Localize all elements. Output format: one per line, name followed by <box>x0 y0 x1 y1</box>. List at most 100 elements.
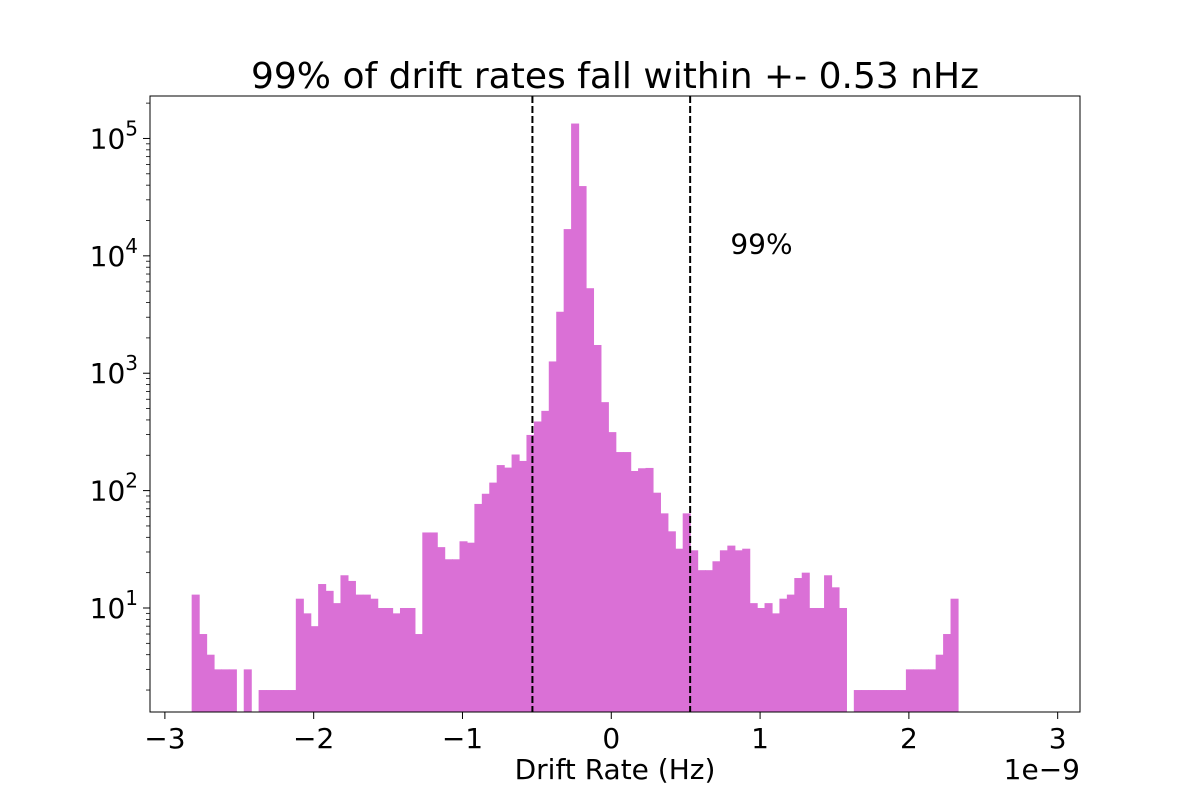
histogram-bar <box>303 613 312 712</box>
histogram-bar <box>809 607 818 712</box>
x-tick-label: 1 <box>751 722 769 755</box>
histogram-bar <box>757 607 766 712</box>
x-tick-label: −2 <box>293 722 334 755</box>
histogram-bar <box>206 654 215 712</box>
histogram-bar <box>258 690 267 712</box>
histogram-bar <box>578 186 587 712</box>
histogram-bar <box>727 545 736 712</box>
histogram-bar <box>608 432 617 712</box>
histogram-bar <box>280 690 289 712</box>
histogram-bar <box>556 311 565 712</box>
histogram-bar <box>221 669 230 712</box>
histogram-bar <box>452 559 461 712</box>
histogram-bar <box>898 690 907 712</box>
histogram-bar <box>928 669 937 712</box>
histogram-bar <box>496 465 505 712</box>
histogram-bar <box>905 669 914 712</box>
histogram-bar <box>399 607 409 712</box>
y-tick-label: 102 <box>90 469 138 508</box>
histogram-bar <box>519 460 528 712</box>
histogram-bar <box>734 550 743 712</box>
histogram-bar <box>526 434 535 712</box>
histogram-bar <box>764 603 773 712</box>
x-axis-ticks: −3 −2 −1 0 1 2 3 <box>144 712 1067 755</box>
histogram-bar <box>705 570 714 712</box>
histogram-bar <box>340 575 349 712</box>
histogram-bar <box>667 531 676 712</box>
chart-title: 99% of drift rates fall within +- 0.53 n… <box>251 56 979 97</box>
histogram-bar <box>950 598 959 712</box>
histogram-bar <box>675 548 684 712</box>
histogram-bar <box>920 669 929 712</box>
histogram-bar <box>392 613 401 712</box>
histogram-bar <box>876 690 885 712</box>
plot-frame <box>149 95 1081 713</box>
histogram-bar <box>489 482 498 712</box>
histogram-bar <box>444 559 453 712</box>
y-axis-ticks: 101 102 103 104 105 <box>90 102 150 691</box>
histogram-bar <box>742 548 751 712</box>
histogram-bar <box>630 470 639 712</box>
histogram-bar <box>429 532 438 712</box>
histogram-bar <box>295 598 304 712</box>
histogram-bar <box>943 634 952 712</box>
histogram-bar <box>213 669 223 712</box>
histogram-bar <box>533 421 542 712</box>
histogram-bar <box>593 344 602 712</box>
histogram-bar <box>913 669 922 712</box>
histogram-bar <box>779 598 788 712</box>
y-tick-label: 104 <box>90 234 138 273</box>
histogram-bar <box>548 361 557 712</box>
histogram-bar <box>347 580 356 712</box>
histogram-bar <box>414 634 423 712</box>
histogram-bar <box>935 654 944 712</box>
histogram-bar <box>816 607 825 712</box>
histogram-bar <box>719 550 728 712</box>
histogram-bar <box>385 607 394 712</box>
histogram-bar <box>243 669 252 712</box>
histogram-bar <box>600 402 609 712</box>
histogram-bar <box>853 690 862 712</box>
histogram-bar <box>370 598 379 712</box>
histogram-bar <box>801 572 810 712</box>
percentile-annotation: 99% <box>730 227 792 260</box>
x-axis-label: Drift Rate (Hz) <box>515 753 716 786</box>
histogram-bar <box>466 542 475 712</box>
histogram-bar <box>786 594 795 712</box>
histogram-bar <box>325 590 334 712</box>
histogram-bar <box>749 603 758 712</box>
histogram-bar <box>541 410 550 712</box>
histogram-bar <box>682 513 691 712</box>
histogram-bar <box>333 603 342 712</box>
histogram-bar <box>690 550 699 712</box>
threshold-lines <box>531 96 692 712</box>
histogram-bar <box>585 288 595 712</box>
histogram-bar <box>891 690 900 712</box>
histogram-bar <box>660 513 669 712</box>
histogram-bar <box>563 229 572 712</box>
y-tick-label: 101 <box>90 586 138 625</box>
histogram-bar <box>861 690 870 712</box>
histogram-bar <box>288 690 297 712</box>
histogram-bar <box>407 607 416 712</box>
histogram-bar <box>712 561 721 712</box>
histogram-bar <box>571 123 580 713</box>
histogram-bar <box>318 584 327 712</box>
histogram-bar <box>437 547 446 712</box>
x-tick-label: −1 <box>442 722 483 755</box>
histogram-bar <box>638 468 647 712</box>
histogram-bar <box>623 452 632 712</box>
x-tick-label: 2 <box>900 722 918 755</box>
histogram-bar <box>615 452 624 712</box>
histogram-bar <box>645 467 654 712</box>
histogram-bar <box>199 634 208 712</box>
histogram-bar <box>883 690 892 712</box>
histogram-bar <box>474 503 483 712</box>
histogram-bar <box>504 467 513 712</box>
x-tick-label: −3 <box>144 722 185 755</box>
x-tick-label: 0 <box>602 722 620 755</box>
histogram-bar <box>266 690 275 712</box>
histogram-bar <box>831 587 840 712</box>
histogram-bars <box>191 123 959 713</box>
